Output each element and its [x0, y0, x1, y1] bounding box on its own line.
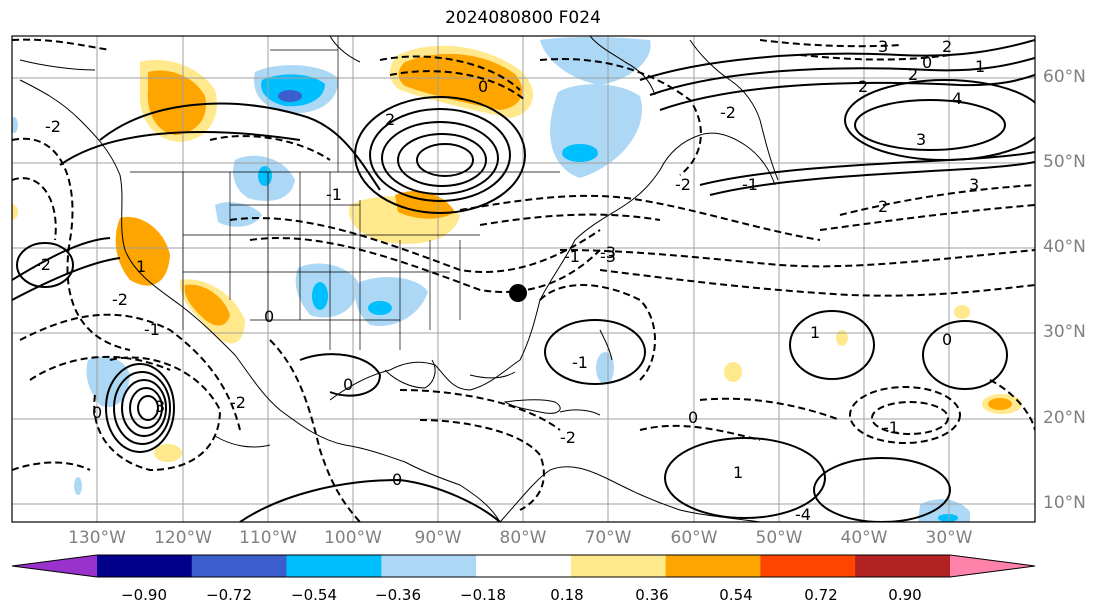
lon-label: 30°W: [925, 528, 973, 548]
contour-label: -2: [675, 175, 691, 194]
contour-label: 0: [688, 408, 698, 427]
contour-label: 0: [343, 375, 353, 394]
colorbar: [11, 554, 1036, 578]
colorbar-cell: [381, 555, 477, 577]
lat-label: 30°N: [1043, 322, 1086, 342]
contour-label: 3: [969, 175, 979, 194]
contour-label: 1: [136, 257, 146, 276]
lat-label: 40°N: [1043, 237, 1086, 257]
contour-label: -1: [144, 320, 160, 339]
contour-label: -1: [742, 175, 758, 194]
contour-label: 0: [942, 330, 952, 349]
colorbar-cell: [191, 555, 288, 577]
contour-label: 3: [878, 37, 888, 56]
colorbar-tick-label: −0.90: [121, 586, 167, 604]
lon-label: 80°W: [499, 528, 547, 548]
contour-label: 2: [878, 197, 888, 216]
contour-label: 2: [908, 65, 918, 84]
contour-label: 0: [478, 77, 488, 96]
contour-label: -4: [795, 505, 811, 524]
colorbar-outline: [11, 554, 1036, 578]
colorbar-cell: [286, 555, 382, 577]
colorbar-tick-label: −0.36: [375, 586, 421, 604]
contour-label: 1: [975, 57, 985, 76]
colorbar-tick-label: 0.18: [550, 586, 584, 604]
contour-label: 2: [942, 37, 952, 56]
lat-label: 60°N: [1043, 67, 1086, 87]
colorbar-tick-label: 0.36: [635, 586, 669, 604]
contour-label: -1: [883, 418, 899, 437]
colorbar-tick-label: 0.54: [719, 586, 753, 604]
contour-label: 0: [264, 307, 274, 326]
colorbar-tick-label: −0.54: [291, 586, 337, 604]
contour-label: 1: [810, 323, 820, 342]
contour-label: 0: [922, 53, 932, 72]
lon-label: 50°W: [755, 528, 803, 548]
lon-label: 100°W: [324, 528, 382, 548]
lon-label: 40°W: [840, 528, 888, 548]
contour-label: -1: [572, 353, 588, 372]
colorbar-cell: [665, 555, 761, 577]
contour-label: -2: [35, 255, 51, 274]
coastlines: [19, 36, 779, 522]
contour-label: -2: [45, 117, 61, 136]
contour-label: -2: [560, 428, 576, 447]
contour-label: 0: [392, 470, 402, 489]
colorbar-extend-high: [950, 555, 1035, 577]
contour-label: -1: [326, 185, 342, 204]
lon-label: 110°W: [239, 528, 297, 548]
dashed-contours: [12, 38, 1035, 522]
colorbar-cell: [476, 555, 572, 577]
lon-label: 130°W: [68, 528, 126, 548]
lat-label: 50°N: [1043, 152, 1086, 172]
colorbar-tick-label: 0.72: [804, 586, 838, 604]
contour-label: -2: [112, 290, 128, 309]
colorbar-cell: [760, 555, 856, 577]
colorbar-tick-label: 0.90: [888, 586, 922, 604]
lat-label: 10°N: [1043, 493, 1086, 513]
colorbar-tick-label: −0.18: [460, 586, 506, 604]
contour-labels: 0 2 2 3 2 0 1 4 3 3 2 -2 -1 -2 2 -1 -3 -…: [35, 37, 985, 524]
contour-label: 2: [385, 110, 395, 129]
map-frame: [11, 35, 1036, 523]
lon-label: 120°W: [154, 528, 212, 548]
contour-label: -3: [600, 247, 616, 266]
lon-label: 60°W: [670, 528, 718, 548]
contour-label: 2: [858, 77, 868, 96]
contour-label: 4: [952, 89, 962, 108]
colorbar-cell: [570, 555, 667, 577]
contour-label: -2: [720, 103, 736, 122]
colorbar-tick-label: −0.72: [206, 586, 252, 604]
contour-label: 3: [916, 130, 926, 149]
state-borders: [130, 36, 560, 350]
contour-label: -1: [564, 247, 580, 266]
city-marker-icon: [509, 284, 527, 302]
contour-label: 3: [155, 397, 165, 416]
colorbar-cell: [855, 555, 951, 577]
contour-label: -2: [230, 393, 246, 412]
colorbar-cell: [97, 555, 193, 577]
lon-label: 70°W: [584, 528, 632, 548]
solid-contours: [12, 39, 1035, 522]
map-title: 2024080800 F024: [445, 8, 601, 28]
contour-label: -3: [600, 243, 616, 262]
contour-label: 0: [92, 403, 102, 422]
lon-label: 90°W: [414, 528, 462, 548]
colorbar-extend-low: [12, 555, 97, 577]
lat-label: 20°N: [1043, 408, 1086, 428]
contour-label: 1: [733, 463, 743, 482]
